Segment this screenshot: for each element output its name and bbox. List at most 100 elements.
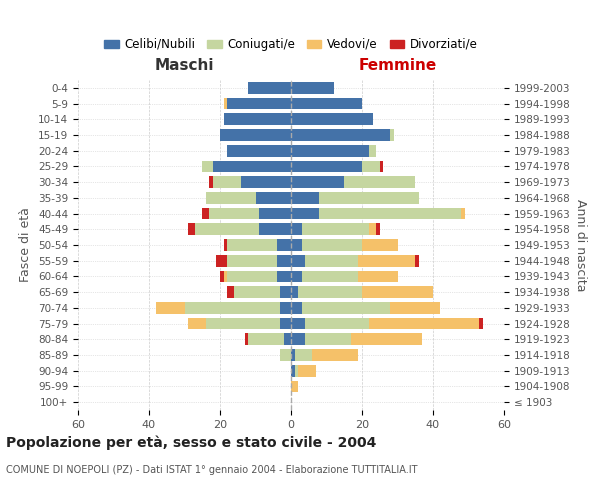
Bar [259, 208, 291, 220]
Bar [248, 82, 291, 94]
Bar [291, 145, 369, 156]
Bar [234, 286, 280, 298]
Bar [220, 270, 224, 282]
Bar [291, 208, 319, 220]
Bar [358, 270, 398, 282]
Bar [302, 270, 358, 282]
Bar [291, 160, 362, 172]
Bar [224, 114, 291, 125]
Bar [213, 160, 291, 172]
Bar [344, 176, 415, 188]
Bar [291, 334, 305, 345]
Bar [241, 176, 291, 188]
Bar [185, 302, 280, 314]
Bar [291, 239, 302, 251]
Bar [305, 334, 352, 345]
Bar [195, 224, 259, 235]
Bar [277, 239, 291, 251]
Bar [188, 224, 195, 235]
Bar [291, 176, 344, 188]
Bar [358, 255, 415, 266]
Bar [362, 160, 380, 172]
Bar [245, 334, 248, 345]
Text: Popolazione per età, sesso e stato civile - 2004: Popolazione per età, sesso e stato civil… [6, 435, 376, 450]
Bar [391, 129, 394, 141]
Bar [391, 302, 440, 314]
Text: Maschi: Maschi [155, 58, 214, 74]
Bar [280, 318, 291, 330]
Bar [302, 224, 369, 235]
Bar [298, 365, 316, 376]
Bar [217, 255, 227, 266]
Text: Femmine: Femmine [358, 58, 437, 74]
Bar [248, 334, 284, 345]
Bar [291, 365, 295, 376]
Bar [277, 270, 291, 282]
Bar [415, 255, 419, 266]
Bar [280, 349, 291, 361]
Bar [362, 286, 433, 298]
Bar [209, 176, 213, 188]
Bar [291, 255, 305, 266]
Bar [227, 270, 277, 282]
Bar [227, 286, 234, 298]
Bar [295, 349, 313, 361]
Bar [277, 255, 291, 266]
Bar [280, 286, 291, 298]
Bar [256, 192, 291, 204]
Bar [206, 318, 280, 330]
Bar [369, 224, 376, 235]
Bar [188, 318, 206, 330]
Bar [291, 318, 305, 330]
Bar [291, 192, 319, 204]
Bar [302, 239, 362, 251]
Bar [291, 380, 298, 392]
Bar [206, 192, 256, 204]
Bar [227, 239, 277, 251]
Bar [227, 255, 277, 266]
Bar [313, 349, 358, 361]
Bar [305, 255, 358, 266]
Bar [291, 82, 334, 94]
Bar [305, 318, 369, 330]
Bar [213, 176, 241, 188]
Bar [461, 208, 465, 220]
Bar [291, 129, 391, 141]
Bar [302, 302, 391, 314]
Bar [352, 334, 422, 345]
Bar [291, 270, 302, 282]
Bar [291, 286, 298, 298]
Bar [224, 239, 227, 251]
Bar [369, 318, 479, 330]
Bar [479, 318, 482, 330]
Bar [369, 145, 376, 156]
Bar [227, 145, 291, 156]
Bar [202, 208, 209, 220]
Bar [291, 224, 302, 235]
Bar [220, 129, 291, 141]
Bar [291, 98, 362, 110]
Bar [295, 365, 298, 376]
Bar [156, 302, 185, 314]
Bar [224, 98, 227, 110]
Bar [280, 302, 291, 314]
Bar [291, 302, 302, 314]
Text: COMUNE DI NOEPOLI (PZ) - Dati ISTAT 1° gennaio 2004 - Elaborazione TUTTITALIA.IT: COMUNE DI NOEPOLI (PZ) - Dati ISTAT 1° g… [6, 465, 418, 475]
Bar [291, 114, 373, 125]
Bar [380, 160, 383, 172]
Bar [209, 208, 259, 220]
Bar [291, 349, 295, 361]
Bar [284, 334, 291, 345]
Legend: Celibi/Nubili, Coniugati/e, Vedovi/e, Divorziati/e: Celibi/Nubili, Coniugati/e, Vedovi/e, Di… [100, 33, 482, 56]
Bar [227, 98, 291, 110]
Bar [202, 160, 213, 172]
Bar [259, 224, 291, 235]
Y-axis label: Anni di nascita: Anni di nascita [574, 198, 587, 291]
Bar [362, 239, 398, 251]
Y-axis label: Fasce di età: Fasce di età [19, 208, 32, 282]
Bar [298, 286, 362, 298]
Bar [376, 224, 380, 235]
Bar [319, 192, 419, 204]
Bar [319, 208, 461, 220]
Bar [224, 270, 227, 282]
